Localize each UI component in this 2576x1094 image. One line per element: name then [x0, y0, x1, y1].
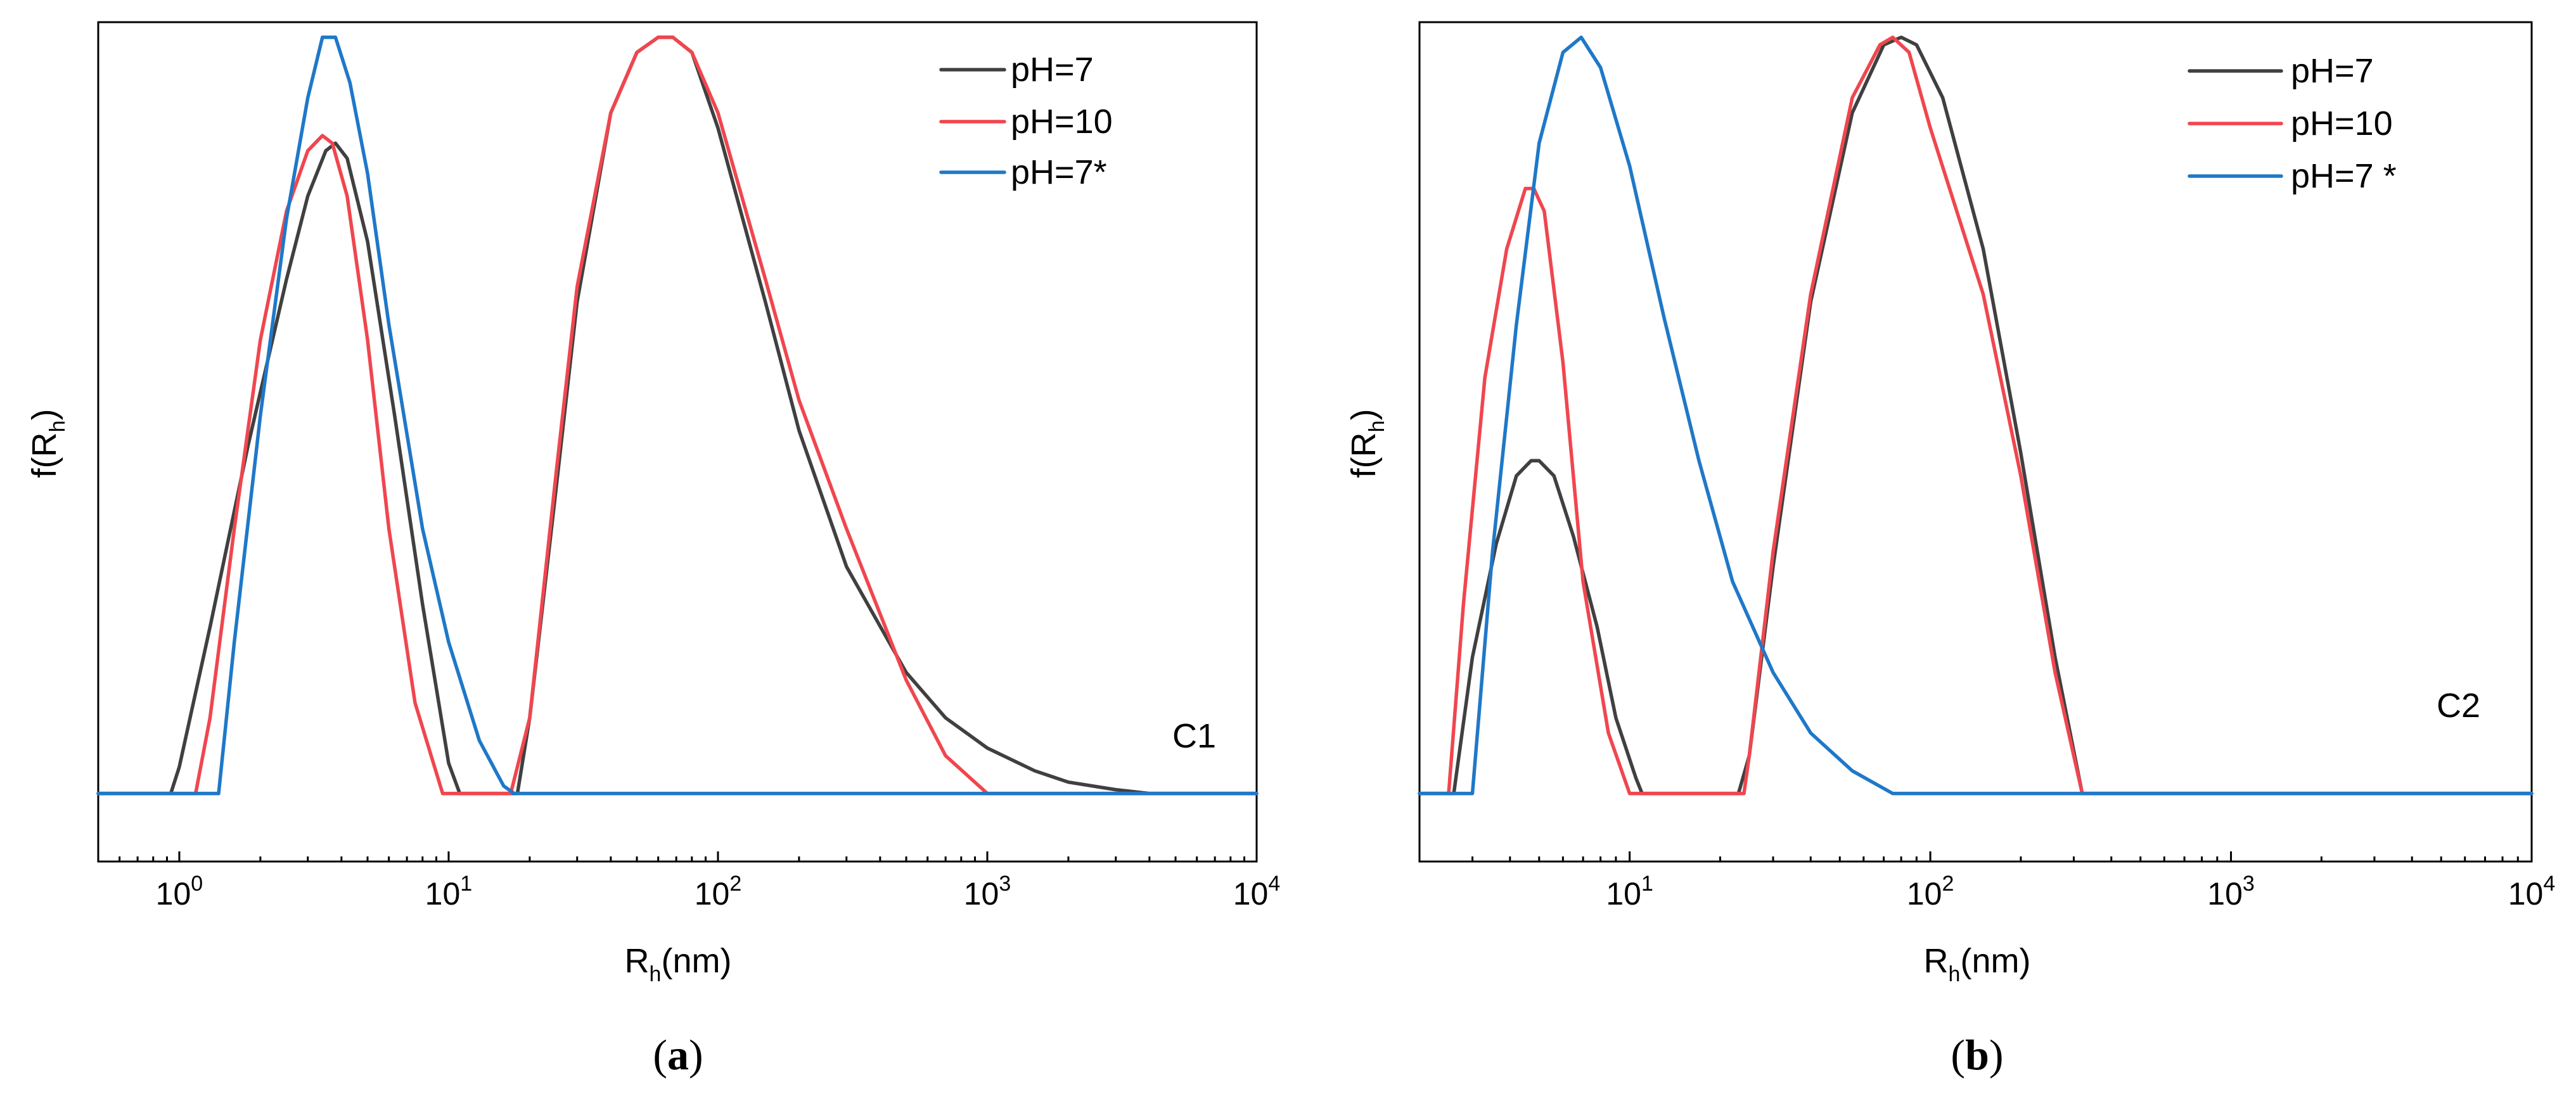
series-line-ph-7: [1418, 35, 2534, 796]
series-line-ph-7-star: [96, 35, 1259, 796]
x-tick-label: 102: [695, 872, 742, 912]
legend-label-ph10: pH=10: [1011, 103, 1113, 141]
x-tick-label: 103: [2207, 872, 2255, 912]
x-axis-label: Rh(nm): [1924, 942, 2031, 986]
series-line-ph-7: [96, 35, 1259, 796]
panel-caption: (b): [1951, 1031, 2003, 1079]
legend-label-ph7-star: pH=7 *: [2291, 157, 2397, 195]
series-lines: [1418, 35, 2534, 796]
x-tick-label: 101: [425, 872, 473, 912]
corner-label: C2: [2437, 687, 2480, 725]
legend: pH=7 pH=10 pH=7*: [939, 51, 1113, 191]
panel-b: 101 102 103 104 pH=7 pH=10 pH=7 * C2 Rh(nm)…: [1345, 21, 2556, 1079]
panel-a: 100 101 102 103 104 pH=7 pH=10 pH=7* C1 Rh(n…: [25, 21, 1281, 1079]
plot-frame: [97, 21, 1258, 863]
x-tick-label: 103: [964, 872, 1011, 912]
x-tick-label: 104: [1233, 872, 1281, 912]
x-axis-ticks: 101 102 103 104: [1471, 851, 2556, 912]
series-lines: [96, 35, 1259, 796]
y-axis-label: f(Rh): [25, 409, 70, 478]
panel-caption: (a): [653, 1031, 703, 1079]
legend-label-ph7-star: pH=7*: [1011, 153, 1107, 191]
x-axis-ticks: 100 101 102 103 104: [119, 851, 1281, 912]
x-tick-label: 104: [2508, 872, 2556, 912]
x-tick-label: 102: [1907, 872, 1954, 912]
x-axis-label: Rh(nm): [625, 942, 732, 986]
legend-label-ph10: pH=10: [2291, 105, 2393, 143]
legend-label-ph7: pH=7: [1011, 51, 1094, 89]
y-axis-label: f(Rh): [1345, 409, 1389, 478]
series-line-ph-7-star: [1418, 35, 2534, 796]
legend-label-ph7: pH=7: [2291, 52, 2374, 90]
legend: pH=7 pH=10 pH=7 *: [2188, 52, 2397, 195]
x-tick-label: 101: [1606, 872, 1653, 912]
x-tick-label: 100: [156, 872, 203, 912]
corner-label: C1: [1172, 717, 1216, 755]
plot-frame: [1418, 21, 2533, 863]
series-line-ph-10: [96, 35, 1259, 796]
series-line-ph-10: [1418, 35, 2534, 796]
